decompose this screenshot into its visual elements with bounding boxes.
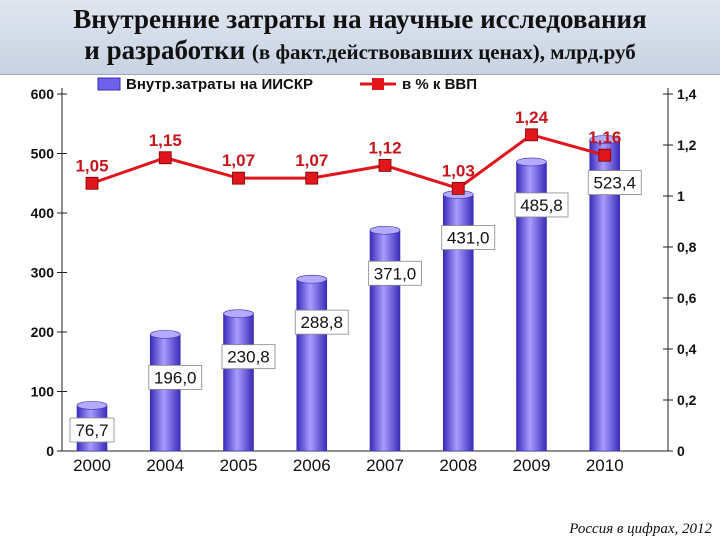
- bar-label-box: [368, 260, 422, 286]
- line-value-label: 1,15: [149, 131, 182, 150]
- bar-top: [149, 330, 181, 339]
- bar: [149, 334, 181, 452]
- x-tick-label: 2007: [366, 456, 404, 475]
- bar-label-box: [294, 309, 349, 335]
- y-left-tick-label: 100: [31, 384, 55, 400]
- x-tick-label: 2006: [293, 456, 331, 475]
- bar-label-box: [69, 417, 115, 443]
- y-left-tick-label: 300: [31, 265, 55, 281]
- y-right-tick-label: 1,2: [677, 137, 697, 153]
- bar-label-box: [148, 364, 203, 390]
- title-line1: Внутренние затраты на научные исследован…: [73, 4, 647, 34]
- bar-value-label: 523,4: [593, 174, 636, 193]
- title-bar: Внутренние затраты на научные исследован…: [0, 0, 720, 75]
- line-marker: [158, 151, 172, 165]
- chart-title: Внутренние затраты на научные исследован…: [0, 4, 720, 68]
- bar-label-box: [441, 225, 496, 250]
- x-tick-label: 2009: [513, 456, 551, 475]
- bar-top: [296, 274, 328, 284]
- y-left-tick-label: 600: [31, 86, 55, 102]
- x-tick-label: 2008: [439, 456, 477, 475]
- bar-value-label: 288,8: [300, 313, 343, 332]
- line-marker: [305, 171, 319, 185]
- line-value-label: 1,07: [295, 151, 328, 170]
- y-left-tick-label: 200: [31, 324, 55, 340]
- y-right-tick-label: 0,8: [677, 239, 697, 255]
- line-value-label: 1,07: [222, 151, 255, 170]
- bar: [223, 313, 254, 452]
- bar-label-box: [221, 344, 276, 370]
- bar-top: [369, 225, 401, 235]
- bar-top: [516, 157, 547, 167]
- bar-label-box: [587, 170, 642, 195]
- line-value-label: 1,03: [442, 161, 475, 180]
- y-right-tick-label: 0,4: [677, 341, 697, 357]
- line-marker: [525, 128, 538, 142]
- x-tick-label: 2010: [586, 456, 624, 475]
- line-value-label: 1,24: [515, 108, 549, 127]
- bar-value-label: 485,8: [520, 196, 563, 215]
- line-value-label: 1,05: [75, 156, 108, 175]
- x-tick-label: 2005: [220, 456, 258, 475]
- legend-label-bars: Внутр.затраты на ИИСКР: [126, 76, 313, 93]
- x-tick-label: 2004: [146, 456, 184, 475]
- bar-value-label: 196,0: [154, 368, 197, 387]
- title-line2: и разработки: [84, 35, 246, 65]
- y-right-tick-label: 1,4: [677, 86, 697, 102]
- legend-swatch-bars: [97, 77, 121, 91]
- legend-label-gdp: в % к ВВП: [402, 76, 477, 93]
- y-right-tick-label: 0,2: [677, 392, 697, 408]
- line-value-label: 1,16: [588, 128, 621, 147]
- bar-value-label: 230,8: [227, 348, 270, 367]
- line-value-label: 1,12: [368, 138, 401, 157]
- legend-marker-gdp: [372, 78, 384, 90]
- bar-value-label: 431,0: [447, 229, 490, 248]
- bar-top: [223, 309, 254, 318]
- bar: [296, 278, 328, 452]
- y-right-tick-label: 0: [677, 443, 685, 459]
- bar-label-box: [514, 192, 569, 218]
- line-marker: [598, 148, 612, 162]
- source-note: Россия в цифрах, 2012: [569, 521, 712, 537]
- x-tick-label: 2000: [73, 456, 111, 475]
- bar-top: [589, 135, 621, 144]
- series-line-gdp: [91, 133, 606, 191]
- bar-value-label: 76,7: [75, 421, 108, 440]
- line-marker: [232, 171, 245, 185]
- line-marker: [378, 159, 392, 172]
- bar-top: [76, 401, 108, 410]
- bar-value-label: 371,0: [374, 264, 417, 283]
- title-line2-sub: (в факт.действовавших ценах), млрд.руб: [251, 40, 636, 64]
- y-left-tick-label: 0: [46, 443, 54, 459]
- y-left-tick-label: 500: [31, 146, 55, 162]
- chart-area: 0 100 200 300 400 500 600 0 0,2 0,4 0,6 0,8 1 1,2 1,4 7…: [31, 76, 697, 475]
- y-left-tick-label: 400: [31, 205, 55, 221]
- y-right-tick-label: 1: [677, 188, 685, 204]
- line-marker: [85, 176, 99, 190]
- y-right-tick-label: 0,6: [677, 290, 697, 306]
- line-marker: [451, 181, 465, 195]
